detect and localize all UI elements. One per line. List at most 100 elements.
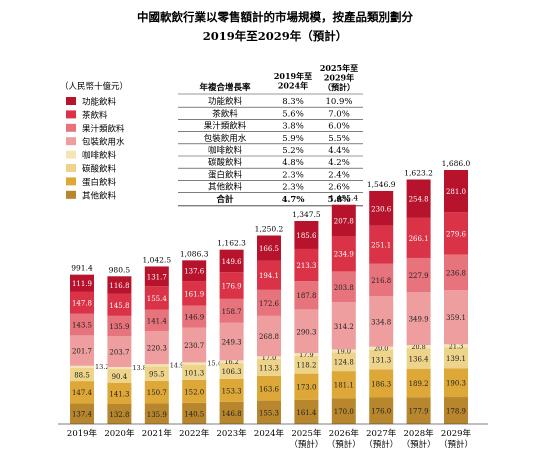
data-label: 141.3 [109, 390, 129, 398]
legend-swatch [66, 190, 76, 199]
data-label: 207.8 [334, 217, 354, 225]
bar-segment [257, 289, 281, 316]
bar-segment [331, 236, 356, 272]
bar-segment [107, 403, 132, 424]
data-label: 21.3 [449, 342, 463, 350]
data-label: 185.6 [296, 232, 317, 240]
data-label: 131.3 [371, 357, 391, 365]
bar-segment [257, 358, 281, 376]
x-axis-labels: 2019年 2020年 2021年 2022年 2023年 2024年 2025年（預計）2… [67, 428, 473, 450]
x-tick-label: 2025年 [291, 428, 322, 439]
data-label: 349.9 [409, 316, 429, 324]
bar-segment [70, 381, 94, 404]
bar-segment [219, 360, 244, 363]
data-label: 150.7 [147, 389, 167, 397]
data-label: 137.4 [72, 411, 93, 419]
data-label: 111.9 [72, 280, 92, 288]
data-label: 124.8 [334, 359, 354, 367]
data-label: 101.3 [184, 369, 204, 377]
data-label: 166.5 [259, 245, 279, 253]
x-tick-label: 2022年 [179, 428, 210, 439]
data-label: 113.3 [259, 364, 279, 372]
legend-swatch [66, 97, 76, 105]
bar-segment [70, 291, 94, 314]
data-label: 153.3 [222, 387, 242, 395]
data-label: 106.3 [222, 368, 242, 376]
x-tick-label: 2028年 [404, 428, 435, 439]
bar-segment [144, 309, 169, 332]
legend-label: 果汁類飲料 [82, 123, 125, 134]
bar-segment [406, 345, 431, 349]
table-header: 2024年 [278, 81, 308, 91]
data-label: 13.2 [95, 363, 109, 371]
data-label: 19.0 [337, 347, 351, 355]
bar-segment [444, 344, 468, 348]
bar-segment [107, 367, 132, 370]
bar-segment [406, 348, 431, 369]
data-label: 145.8 [109, 302, 129, 310]
data-label: 178.9 [446, 408, 466, 416]
bar-segment [331, 204, 356, 237]
bar-segment [331, 349, 356, 353]
x-tick-label: （預計） [327, 439, 361, 450]
bar-segment [444, 290, 468, 345]
bar-segment [219, 378, 244, 402]
table-cell: 10.9% [325, 97, 352, 107]
bar-segment [107, 369, 132, 383]
data-label: 187.8 [296, 292, 316, 300]
bar-segment [70, 365, 94, 368]
data-label: 236.8 [446, 269, 466, 277]
table-cell: 5.9% [282, 134, 304, 144]
table-cell: 茶飲料 [212, 108, 238, 119]
bar-segment [107, 276, 132, 294]
table-cell: 2.3% [282, 183, 304, 193]
data-label: 163.6 [259, 385, 280, 393]
data-label: 116.8 [109, 282, 129, 290]
bar-segment [219, 322, 244, 361]
bar-segment [444, 347, 468, 369]
x-tick-label: 2024年 [254, 428, 285, 439]
data-label: 161.4 [296, 409, 317, 417]
bar-segment [331, 398, 356, 424]
table-cell: 2.4% [328, 170, 350, 180]
bar-segment [331, 302, 356, 350]
bar-segment [369, 346, 394, 350]
bar-segment [294, 281, 319, 310]
data-label: 227.9 [409, 272, 429, 280]
bar-segment [406, 397, 431, 424]
bar-segment [257, 400, 281, 424]
data-label: 13.8 [132, 364, 146, 372]
bar-segment [107, 336, 132, 368]
bar-segment [144, 403, 169, 424]
bar-segment [182, 402, 207, 424]
data-label: 143.5 [72, 322, 92, 330]
legend-swatch [66, 137, 76, 146]
bar-segment [219, 362, 244, 379]
x-tick-label: 2020年 [104, 428, 135, 439]
bar-segment [369, 397, 394, 424]
table-cell: 碳酸飲料 [208, 157, 243, 168]
data-label: 146.9 [184, 314, 204, 322]
data-label: 88.5 [74, 371, 90, 379]
data-label: 135.9 [147, 411, 167, 419]
bar-total-label: 1,546.9 [367, 180, 396, 189]
bar-segment [369, 296, 394, 347]
data-label: 290.3 [296, 328, 316, 336]
x-tick-label: 2021年 [142, 428, 173, 439]
bar-segment [182, 327, 207, 363]
x-tick-label: （預計） [289, 439, 323, 450]
bar-segment [406, 257, 431, 293]
bar-total-label: 1,686.0 [442, 159, 471, 168]
bar-segment [331, 352, 356, 372]
table-cell: 8.3% [282, 97, 304, 107]
bar-segment [182, 379, 207, 403]
data-label: 90.4 [112, 373, 128, 381]
data-label: 20.0 [374, 345, 388, 353]
data-label: 230.6 [371, 205, 392, 213]
data-label: 173.0 [296, 384, 316, 392]
table-cell: 果汁類飲料 [204, 121, 247, 132]
table-cell: 包裝飲用水 [204, 133, 247, 144]
bar-total-label: 1,250.2 [255, 225, 284, 234]
